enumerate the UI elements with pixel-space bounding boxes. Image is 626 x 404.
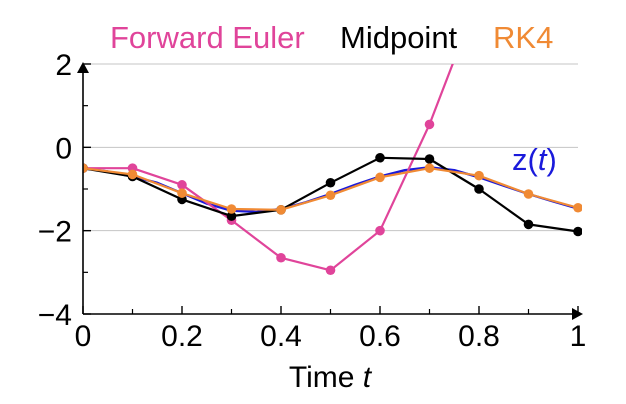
midpoint-point xyxy=(226,211,237,221)
x-tick-label: 0.4 xyxy=(260,320,302,353)
exact-label-pre: z( xyxy=(512,142,539,177)
exact-solution-line xyxy=(83,166,579,214)
midpoint-point xyxy=(523,219,534,230)
midpoint-point xyxy=(375,152,385,163)
x-ticks xyxy=(82,306,579,314)
midpoint-point xyxy=(424,154,435,164)
legend-rk4: RK4 xyxy=(493,20,553,55)
rk4-point xyxy=(424,163,435,173)
x-axis-arrow xyxy=(572,308,583,320)
forward-euler-point xyxy=(375,225,385,236)
forward-euler-point xyxy=(325,265,336,276)
exact-label-var: t xyxy=(538,142,548,177)
rk4-point xyxy=(83,163,88,173)
x-axis-title: Time t xyxy=(289,361,373,394)
forward-euler-point xyxy=(424,119,435,130)
x-tick-label: 1 xyxy=(570,320,587,353)
rk4-point xyxy=(523,189,534,199)
rk4-point xyxy=(474,170,484,181)
forward-euler-point xyxy=(276,252,286,263)
rk4-point xyxy=(276,205,286,215)
y-axis-arrow xyxy=(77,62,89,73)
x-tick-label: 0 xyxy=(75,320,92,353)
x-tick-labels: 0 0.2 0.4 0.6 0.8 1 xyxy=(75,320,587,353)
rk4-point xyxy=(375,172,385,183)
x-tick-label: 0.2 xyxy=(161,320,203,353)
y-tick-label: 0 xyxy=(55,132,72,165)
y-tick-label: −4 xyxy=(38,299,72,332)
legend-midpoint: Midpoint xyxy=(340,20,458,55)
rk4-point xyxy=(325,190,336,201)
y-tick-label: −2 xyxy=(38,216,72,249)
midpoint-point xyxy=(325,177,336,188)
series-rk4 xyxy=(83,163,582,215)
exact-label-post: ) xyxy=(546,142,556,177)
x-axis-title-prefix: Time xyxy=(289,361,363,394)
rk4-point xyxy=(127,169,138,180)
y-ticks xyxy=(83,63,91,315)
series-forward-euler xyxy=(83,64,454,276)
rk4-point xyxy=(573,202,582,213)
forward-euler-line xyxy=(83,64,454,272)
midpoint-point xyxy=(474,184,484,194)
exact-solution-label: z(t) xyxy=(512,142,557,177)
exact-solution-layer xyxy=(83,166,579,214)
rk4-point xyxy=(226,204,237,214)
y-tick-label: 2 xyxy=(55,49,72,82)
x-tick-label: 0.6 xyxy=(359,320,401,353)
rk4-point xyxy=(177,188,187,198)
y-tick-labels: −4 −2 0 2 xyxy=(38,49,72,332)
x-tick-label: 0.8 xyxy=(458,320,500,353)
grid-lines xyxy=(83,63,578,232)
legend-forward-euler: Forward Euler xyxy=(110,20,305,55)
forward-euler-point xyxy=(177,180,187,190)
midpoint-point xyxy=(573,226,582,237)
series-layer xyxy=(83,64,582,276)
x-axis-title-var: t xyxy=(363,361,373,394)
